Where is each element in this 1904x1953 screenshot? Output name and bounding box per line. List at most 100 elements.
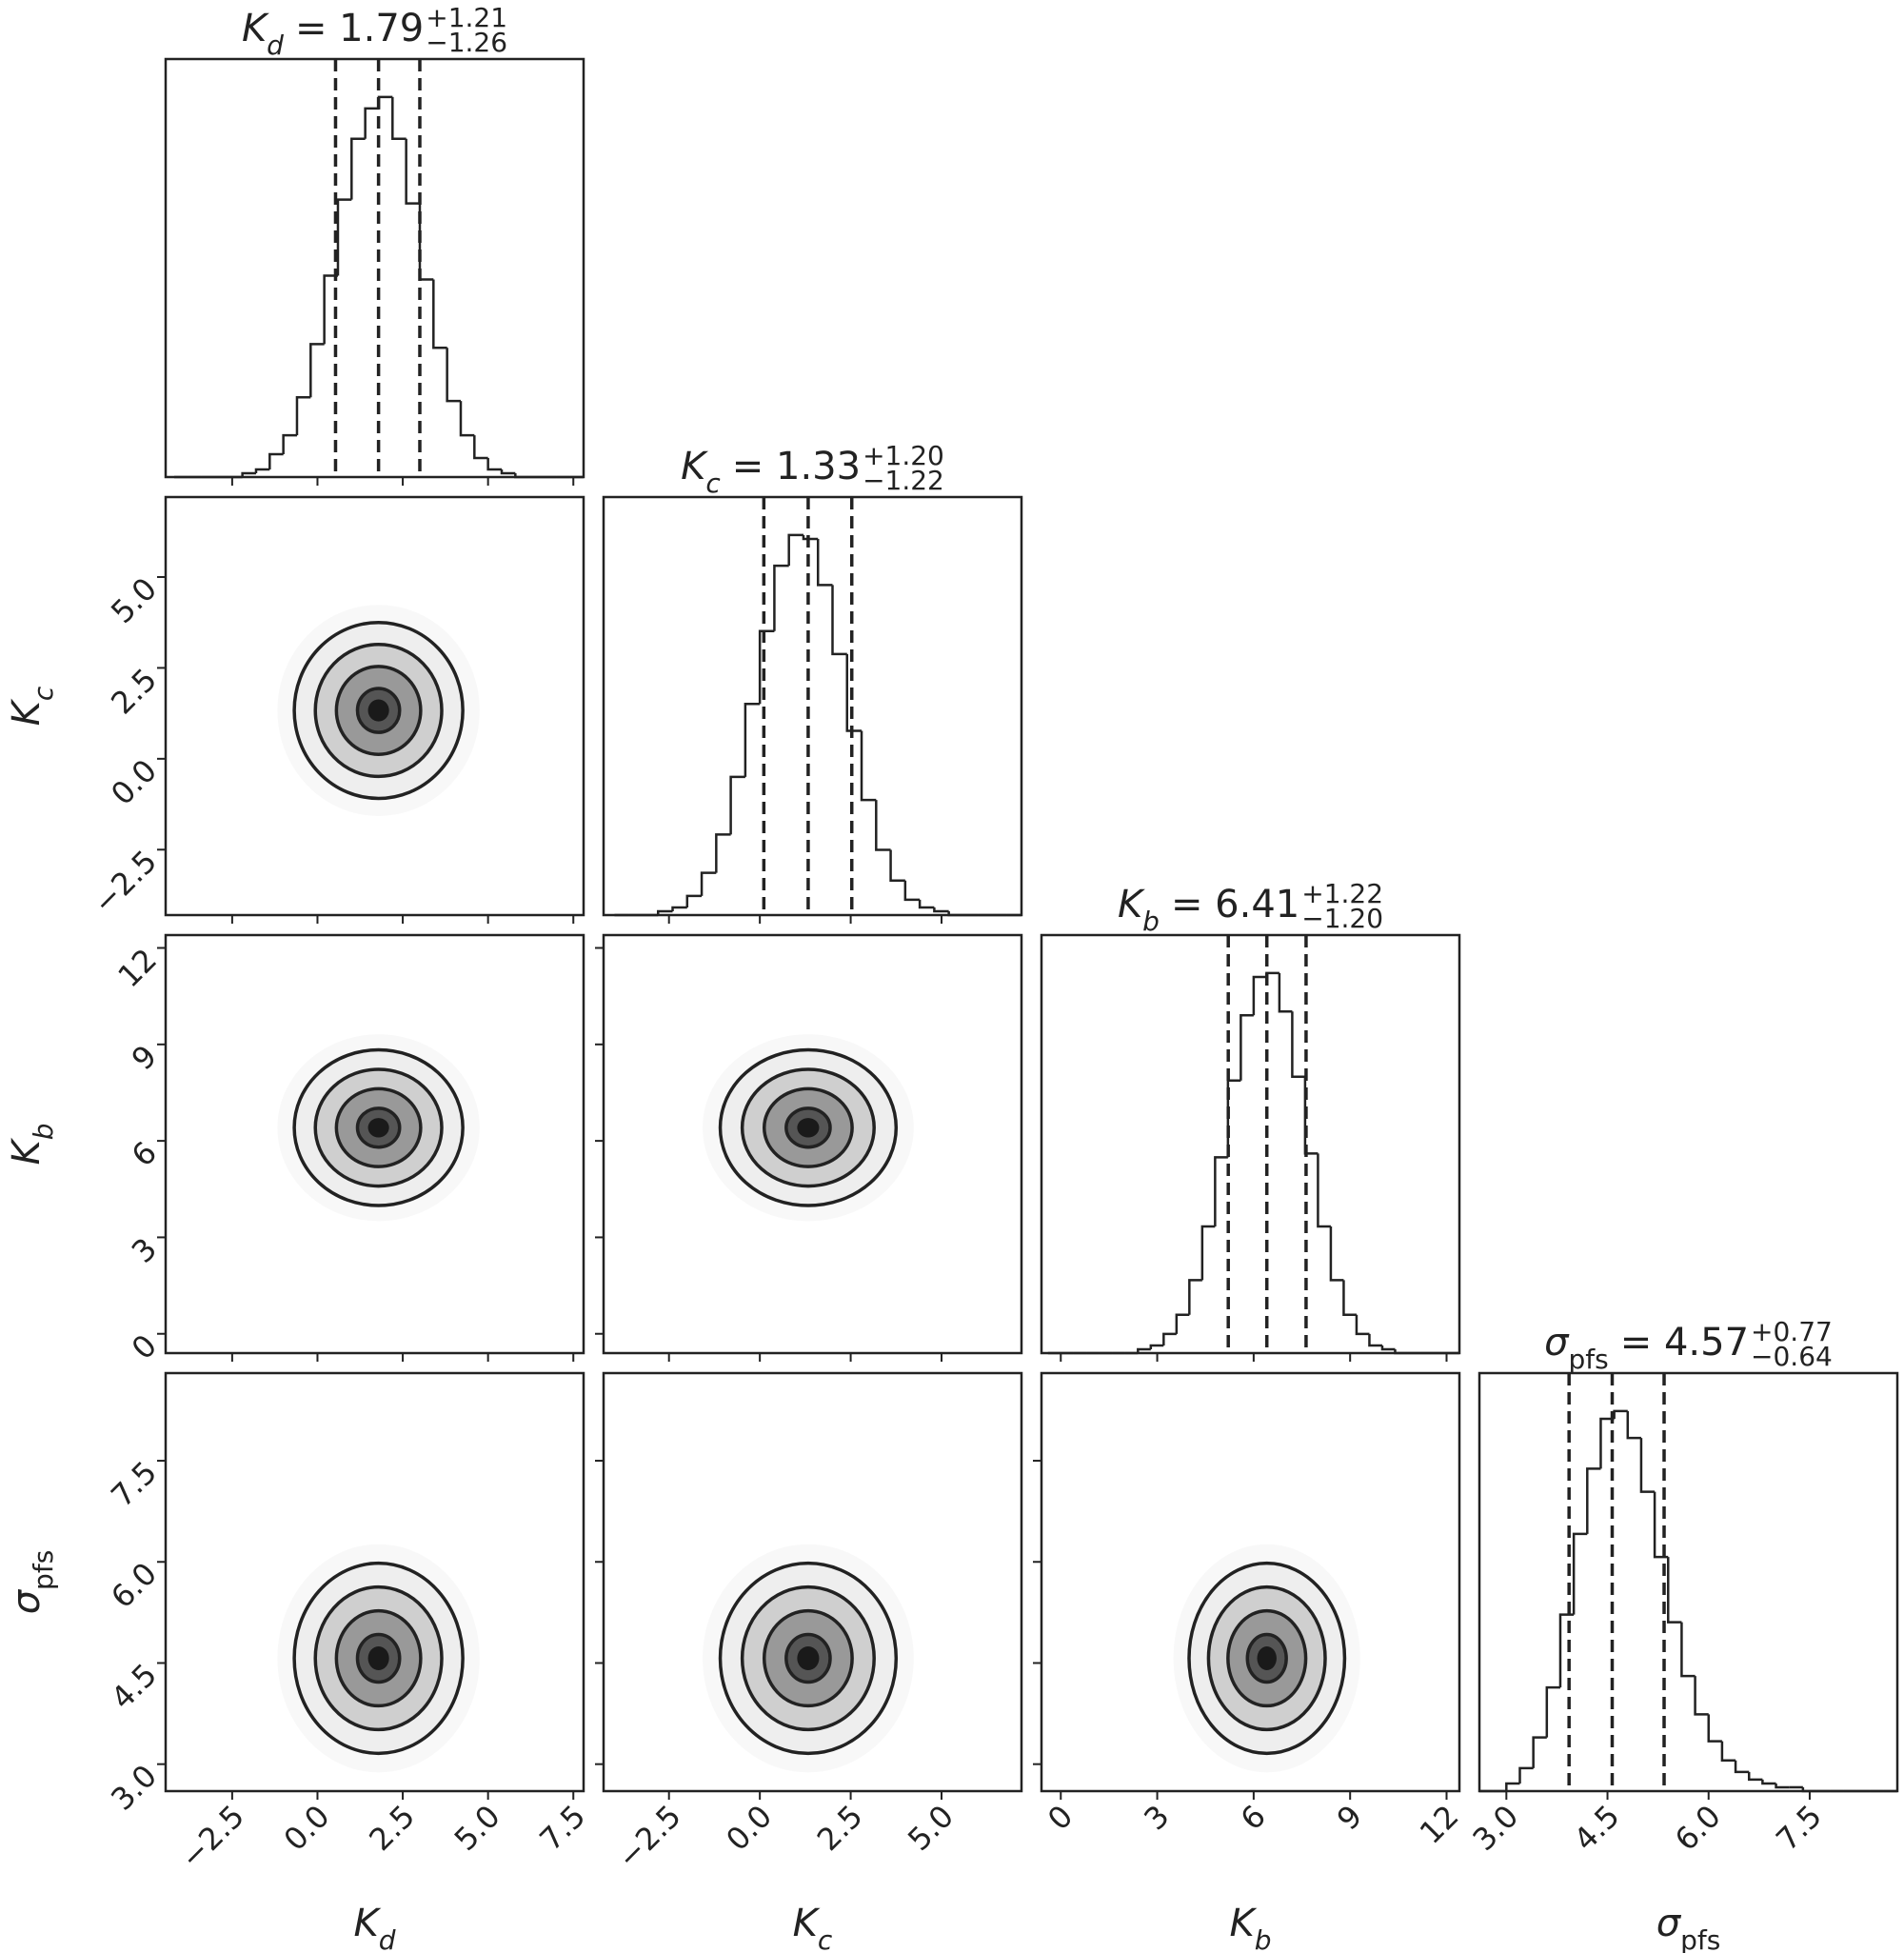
histogram-step — [1761, 1779, 1776, 1785]
title-plus: +1.21 — [426, 2, 507, 33]
contour — [718, 1561, 899, 1756]
axis-label: Kb — [5, 1123, 59, 1165]
contour — [355, 1106, 402, 1149]
histogram-step — [831, 585, 847, 656]
histogram-step — [1240, 1014, 1254, 1081]
contour — [718, 1047, 899, 1207]
contour — [292, 1047, 465, 1207]
density-fill — [367, 699, 389, 722]
histogram-step — [268, 452, 284, 470]
x-tick-label: 3.0 — [1465, 1798, 1525, 1858]
histogram-step — [1188, 1279, 1202, 1315]
axis-label: Kb — [1229, 1902, 1271, 1953]
contour — [355, 687, 402, 734]
axis-label-subscript: b — [28, 1123, 59, 1140]
x-tick-label: 6.0 — [1668, 1798, 1728, 1858]
histogram-step — [1707, 1714, 1722, 1743]
x-tick-label: 7.5 — [1769, 1798, 1829, 1858]
axis-label-symbol: σ — [5, 1588, 49, 1614]
title-median: = 4.57 — [1620, 1321, 1749, 1365]
x-tick-label: 5.0 — [901, 1798, 961, 1858]
histogram-step — [700, 871, 717, 896]
title-minus: −0.64 — [1751, 1341, 1833, 1372]
contour — [292, 620, 465, 801]
histogram-step — [1572, 1532, 1588, 1615]
axis-label: Kc — [5, 686, 59, 726]
histogram-step — [1278, 972, 1293, 1013]
histogram-step — [1599, 1417, 1615, 1469]
axis-label: Kd — [353, 1902, 395, 1953]
histogram-step — [1214, 1156, 1228, 1226]
x-tick-label: 2.5 — [810, 1798, 870, 1858]
contour — [334, 1086, 423, 1168]
histogram-step — [446, 348, 461, 403]
panel-frame — [164, 1371, 585, 1793]
contour — [1245, 1632, 1288, 1684]
histogram-step — [773, 564, 789, 631]
histogram-step — [889, 849, 905, 882]
histogram-step — [1532, 1736, 1547, 1768]
x-tick-label: 7.5 — [532, 1798, 592, 1858]
x-tick-label: 5.0 — [447, 1798, 507, 1858]
histogram-step — [241, 471, 256, 477]
axis-label-subscript: pfs — [1680, 1924, 1720, 1953]
histogram-step — [1317, 1153, 1331, 1228]
histogram-step — [1613, 1409, 1628, 1419]
axis-label-symbol: K — [1229, 1902, 1257, 1945]
density-fill — [367, 1646, 389, 1670]
contour — [292, 1561, 465, 1756]
panel-frame — [164, 495, 585, 917]
histogram-step — [377, 95, 393, 109]
histogram-step — [1639, 1438, 1656, 1493]
histogram-step — [282, 433, 297, 455]
title-subscript: b — [1142, 906, 1160, 937]
x-tick-label: −2.5 — [610, 1798, 688, 1876]
y-tick-label: 3.0 — [104, 1758, 164, 1818]
histogram-step — [1626, 1410, 1641, 1440]
histogram-step — [295, 395, 311, 436]
title-symbol: K — [242, 7, 269, 50]
histogram-step — [1586, 1467, 1601, 1534]
title-plus: +1.22 — [1301, 878, 1383, 909]
histogram-step — [323, 274, 338, 345]
histogram-step — [432, 279, 447, 349]
title-subscript: pfs — [1569, 1344, 1609, 1375]
title-symbol: K — [681, 445, 708, 488]
y-tick-label: 6.0 — [104, 1555, 164, 1615]
contour — [1187, 1561, 1347, 1756]
histogram-step — [715, 833, 731, 873]
histogram-step — [1149, 1344, 1164, 1349]
panel-frame — [1040, 1371, 1461, 1793]
title-median: = 6.41 — [1171, 883, 1299, 927]
histogram-step — [1667, 1557, 1682, 1624]
panel-frame — [1478, 1371, 1899, 1793]
axis-label-symbol: K — [5, 1138, 49, 1166]
axis-label-symbol: σ — [1656, 1902, 1682, 1945]
histogram-step — [1505, 1782, 1520, 1791]
panel-frame — [164, 57, 585, 479]
title-subscript: c — [705, 468, 721, 499]
panel-title: σpfs = 4.57 +0.77−0.64 — [1544, 1316, 1833, 1375]
histogram-step — [254, 468, 270, 474]
y-tick-label: 5.0 — [104, 570, 164, 630]
histogram-step — [500, 469, 516, 475]
contour — [784, 1106, 832, 1149]
histogram-step — [1162, 1332, 1177, 1345]
title-main: Kc = 1.33 — [681, 445, 861, 499]
axis-label-symbol: K — [353, 1902, 381, 1945]
histogram-step — [1368, 1333, 1382, 1347]
histogram-step — [309, 343, 325, 398]
histogram-step — [933, 907, 949, 913]
x-tick-label: −2.5 — [173, 1798, 251, 1876]
histogram-step — [875, 800, 891, 851]
histogram-step — [1680, 1622, 1696, 1678]
contour — [740, 1584, 876, 1732]
panel-title: Kd = 1.79 +1.21−1.26 — [242, 2, 507, 61]
title-minus: −1.22 — [863, 465, 944, 496]
x-tick-label: 2.5 — [362, 1798, 422, 1858]
title-main: Kb = 6.41 — [1118, 883, 1299, 937]
histogram-step — [1342, 1280, 1357, 1316]
title-median: = 1.33 — [732, 445, 861, 488]
histogram-step — [1720, 1741, 1736, 1762]
